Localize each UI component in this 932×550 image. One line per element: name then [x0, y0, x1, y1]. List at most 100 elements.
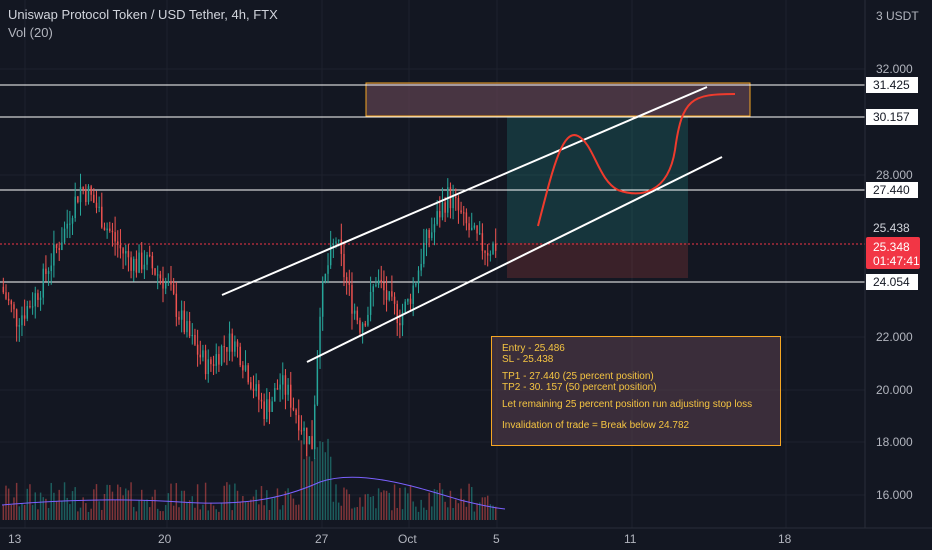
channel-lower-line[interactable]	[306, 156, 723, 363]
candle-body	[369, 291, 372, 315]
svg-text:24.054: 24.054	[873, 275, 910, 289]
volume-bar	[186, 501, 188, 520]
volume-bar	[319, 441, 321, 520]
channel-upper-line[interactable]	[221, 86, 708, 296]
time-tick-4: 5	[493, 532, 500, 546]
candle-body	[329, 245, 332, 266]
candle-body	[82, 187, 84, 190]
candle-body	[226, 347, 228, 352]
projection-curve[interactable]	[537, 93, 736, 227]
volume-indicator-label[interactable]: Vol (20)	[8, 25, 53, 40]
level-label-2: 27.440	[866, 182, 918, 198]
candle-body	[447, 187, 449, 213]
candle-body	[61, 242, 63, 250]
candle-body	[396, 303, 398, 324]
candle-body	[252, 388, 255, 391]
volume-bar	[385, 490, 388, 520]
volume-bar	[457, 503, 460, 520]
symbol-title[interactable]: Uniswap Protocol Token / USD Tether, 4h,…	[8, 7, 278, 22]
candle-body	[143, 264, 146, 270]
volume-bar	[284, 491, 287, 520]
currency-badge[interactable]: 3 USDT	[876, 9, 919, 23]
volume-bar	[258, 504, 260, 520]
volume-bar	[178, 507, 180, 520]
candle-body	[79, 187, 82, 203]
price-tick-4: 18.000	[876, 435, 913, 449]
volume-bar	[37, 509, 39, 520]
volume-bar	[372, 496, 374, 520]
volume-bar	[335, 484, 337, 520]
volume-bar	[369, 496, 372, 520]
candle-body	[220, 346, 223, 365]
level-label-0: 31.425	[866, 77, 918, 93]
volume-bar	[436, 490, 438, 520]
note-entry: Entry - 25.486	[502, 343, 565, 354]
volume-bar	[77, 511, 79, 520]
candle-body	[367, 314, 369, 326]
volume-bar	[146, 499, 148, 520]
candle-body	[303, 427, 305, 431]
candle-body	[463, 212, 465, 214]
candle-body	[284, 375, 287, 395]
volume-bar	[313, 458, 316, 520]
volume-bar	[431, 506, 433, 520]
volume-bar	[447, 507, 449, 520]
volume-bar	[215, 509, 217, 520]
volume-bar	[337, 502, 340, 520]
volume-bar	[180, 490, 183, 520]
candle-body	[175, 293, 178, 317]
candle-body	[239, 346, 241, 366]
candle-body	[407, 298, 409, 302]
volume-bar	[423, 507, 425, 520]
volume-bar	[53, 492, 55, 520]
candle-body	[260, 399, 263, 402]
candle-body	[178, 316, 180, 320]
candle-body	[151, 255, 154, 269]
candle-body	[492, 243, 494, 255]
volume-bar	[66, 497, 68, 520]
candle-body	[439, 211, 441, 218]
volume-bar	[111, 491, 114, 520]
candle-body	[372, 286, 374, 292]
time-tick-5: 11	[624, 532, 637, 546]
volume-bar	[282, 505, 284, 520]
candle-body	[313, 404, 316, 450]
candle-body	[122, 248, 124, 254]
candle-body	[183, 310, 186, 333]
volume-bar	[42, 497, 44, 520]
volume-bar	[407, 493, 409, 520]
time-tick-1: 20	[158, 532, 172, 546]
candle-body	[207, 359, 209, 375]
volume-bar	[103, 493, 106, 520]
volume-bar	[292, 498, 295, 520]
volume-bar	[29, 484, 31, 520]
candle-body	[316, 357, 319, 405]
volume-bar	[425, 509, 428, 520]
volume-bar	[164, 505, 167, 520]
volume-bar	[252, 496, 255, 520]
trade-plan-note[interactable]: Entry - 25.486 SL - 25.438 TP1 - 27.440 …	[491, 336, 781, 446]
candle-body	[417, 270, 420, 284]
candle-body	[494, 243, 497, 251]
volume-bar	[452, 507, 454, 520]
candle-body	[172, 284, 175, 294]
candle-body	[478, 233, 481, 235]
volume-bar	[343, 487, 345, 520]
volume-bar	[412, 501, 414, 520]
candle-body	[348, 281, 351, 285]
candle-body	[47, 271, 50, 274]
volume-bar	[114, 499, 116, 520]
candle-body	[481, 233, 484, 251]
volume-bar	[218, 511, 220, 520]
candle-body	[431, 232, 433, 238]
candle-body	[106, 228, 108, 231]
volume-bar	[391, 510, 393, 520]
volume-bar	[441, 489, 444, 520]
candle-body	[436, 211, 438, 225]
volume-bar	[247, 502, 249, 520]
volume-ma-line	[1, 476, 506, 510]
candle-body	[42, 268, 44, 298]
candle-body	[162, 278, 164, 289]
candle-body	[180, 310, 183, 320]
